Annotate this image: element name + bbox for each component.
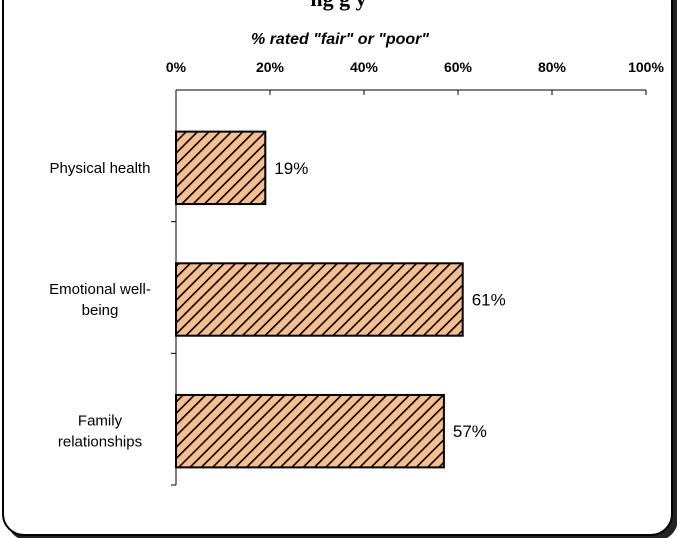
bar — [175, 262, 464, 337]
x-tick-label: 40% — [350, 59, 379, 75]
x-tick-label: 20% — [256, 59, 285, 75]
x-tick-label: 80% — [538, 59, 567, 75]
data-label: 19% — [274, 159, 308, 178]
x-tick-label: 0% — [166, 59, 187, 75]
data-label: 61% — [472, 291, 506, 310]
chart-title-fragment: ng g y — [0, 0, 677, 12]
x-tick-label: 60% — [444, 59, 473, 75]
x-tick-label: 100% — [628, 59, 664, 75]
category-label: Family relationships — [58, 413, 142, 451]
bar — [175, 130, 267, 206]
category-label: Physical health — [50, 160, 151, 177]
x-axis-title: % rated "fair" or "poor" — [251, 31, 429, 48]
category-label: Emotional well-being — [49, 281, 151, 319]
bar — [175, 393, 445, 469]
data-label: 57% — [453, 422, 487, 441]
